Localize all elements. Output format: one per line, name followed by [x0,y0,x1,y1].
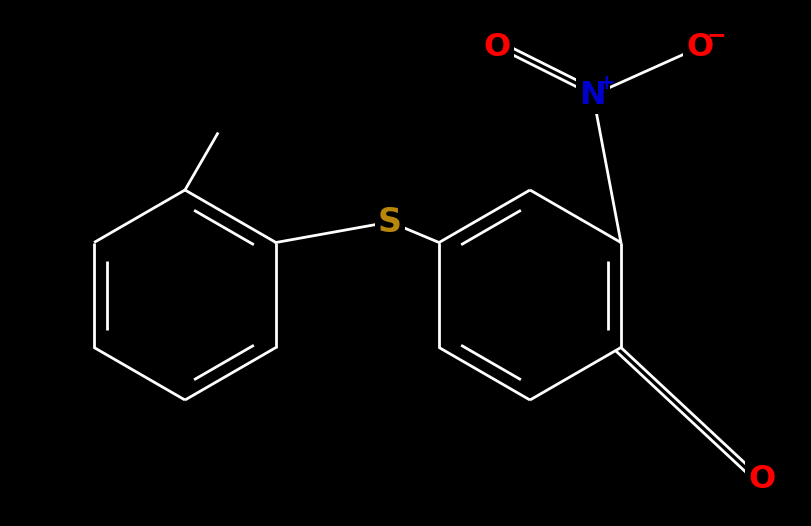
Text: O: O [483,32,510,63]
Text: −: − [706,23,725,47]
Text: S: S [378,206,401,238]
Text: +: + [598,73,615,93]
Text: O: O [748,463,775,494]
Text: O: O [685,32,713,63]
Text: N: N [579,79,606,110]
